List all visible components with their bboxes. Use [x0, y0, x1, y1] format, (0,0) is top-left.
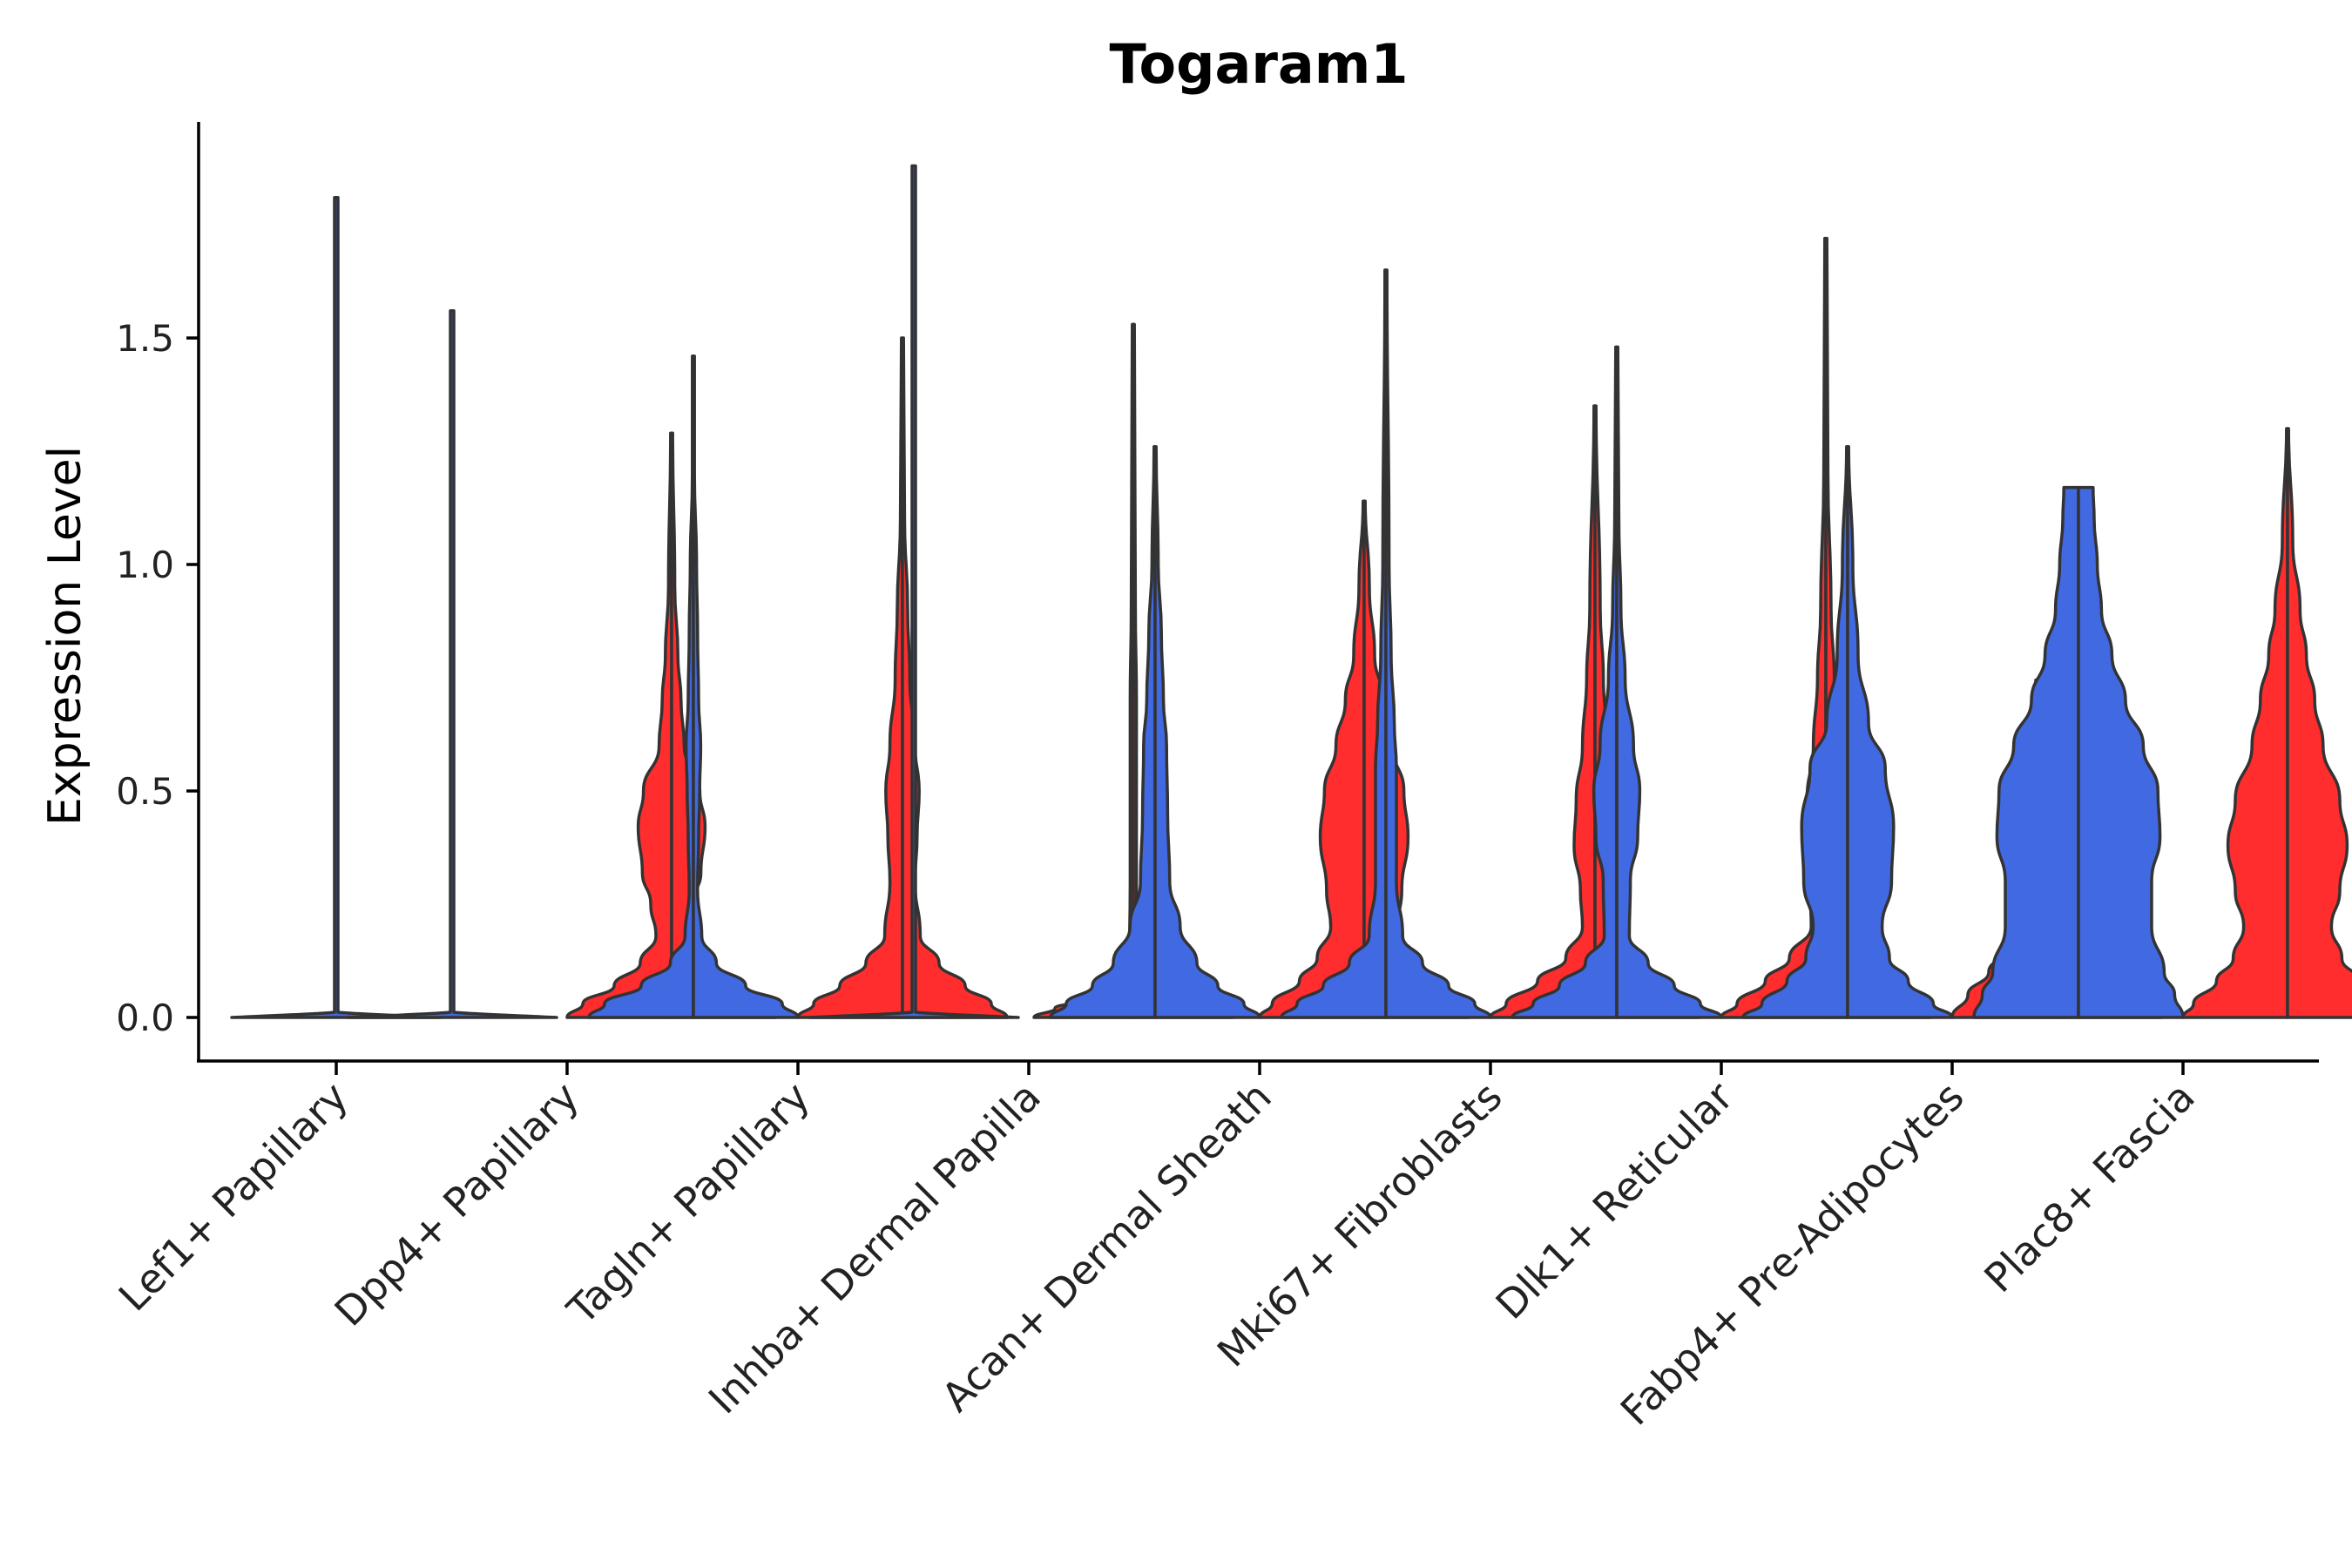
y-axis-title: Expression Level [39, 446, 91, 826]
x-category-label: Tagln+ Papillary [558, 1073, 819, 1335]
y-tick-label: 1.5 [116, 317, 174, 360]
x-category-label: Dlk1+ Reticular [1487, 1073, 1742, 1328]
y-ticks: 0.0 0.5 1.0 1.5 [116, 317, 199, 1039]
axes [197, 122, 2319, 1063]
violin-blue [1049, 445, 1261, 1019]
x-category-label: Dpp4+ Papillary [326, 1073, 588, 1335]
violin-group [230, 164, 2352, 1019]
y-tick-label: 1.0 [116, 544, 174, 586]
y-tick-label: 0.5 [116, 770, 174, 813]
violin-red [2181, 427, 2352, 1019]
chart-title: Togaram1 [1109, 32, 1408, 96]
violin-blue [808, 164, 1020, 1019]
violin-blue [1511, 345, 1723, 1019]
violin-red [796, 336, 1009, 1019]
violin-red [565, 431, 778, 1019]
violin-blue [230, 196, 443, 1019]
violin-blue [346, 309, 558, 1019]
violin-red [1258, 499, 1470, 1019]
violin-blue [587, 355, 800, 1019]
violin-blue [1741, 445, 1954, 1019]
violin-blue [1972, 485, 2185, 1019]
x-category-label: Plac8+ Fascia [1975, 1073, 2203, 1301]
x-category-label: Lef1+ Papillary [110, 1073, 357, 1321]
violin-blue [1280, 268, 1492, 1019]
y-tick-label: 0.0 [116, 997, 174, 1039]
violin-red [1489, 404, 1701, 1019]
